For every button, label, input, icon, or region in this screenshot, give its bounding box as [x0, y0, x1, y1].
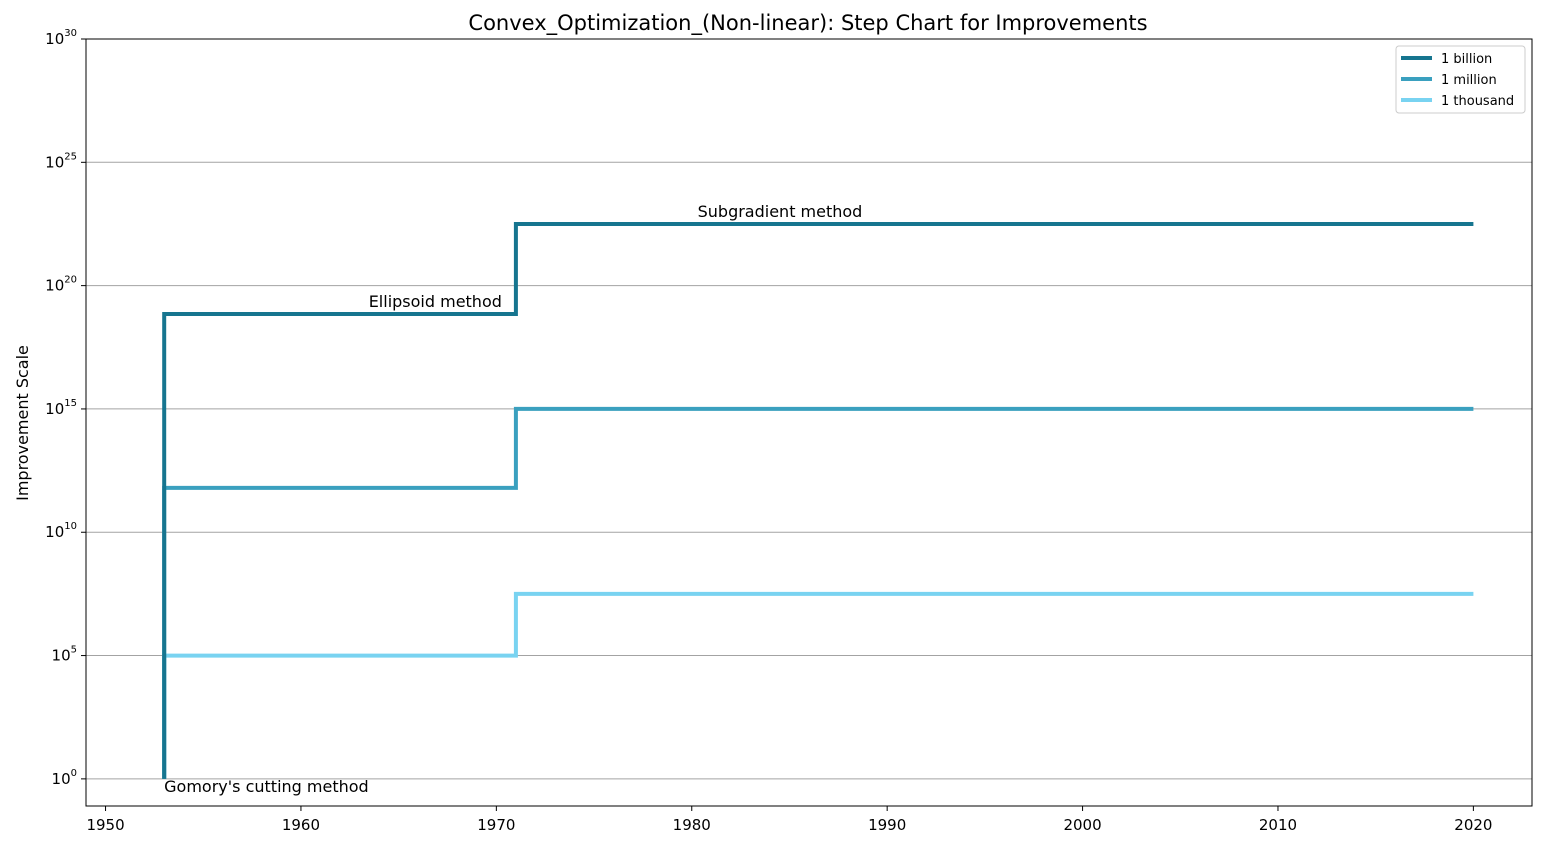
legend-label: 1 billion [1441, 52, 1492, 67]
y-tick-label: 105 [52, 645, 77, 665]
x-tick-label: 2020 [1454, 816, 1492, 834]
series-lines [162, 222, 1474, 779]
y-axis-label: Improvement Scale [13, 345, 32, 501]
chart-title: Convex_Optimization_(Non-linear): Step C… [468, 11, 1147, 36]
plot-area-frame [85, 38, 1533, 807]
x-tick-label: 2010 [1259, 816, 1297, 834]
y-tick-label: 1020 [45, 275, 77, 295]
y-tick-label: 100 [52, 768, 77, 788]
annotation-label: Gomory's cutting method [164, 777, 369, 796]
x-tick-label: 1950 [86, 816, 124, 834]
annotation-label: Subgradient method [698, 202, 863, 221]
annotation-label: Ellipsoid method [369, 292, 502, 311]
legend-label: 1 thousand [1441, 94, 1514, 109]
series-line-1-billion [162, 222, 1474, 779]
x-axis-ticks: 1950 1960 1970 1980 1990 2000 2010 2020 [86, 806, 1492, 834]
y-tick-label: 1010 [45, 521, 77, 541]
y-axis-ticks: 100 105 1010 1015 1020 1025 1030 [45, 28, 86, 788]
x-tick-label: 1960 [282, 816, 320, 834]
legend: 1 billion 1 million 1 thousand [1395, 45, 1526, 114]
x-tick-label: 1990 [868, 816, 906, 834]
y-tick-label: 1015 [45, 398, 77, 418]
legend-label: 1 million [1441, 73, 1497, 88]
legend-box [1395, 45, 1526, 114]
x-tick-label: 2000 [1063, 816, 1101, 834]
series-line-1-thousand [162, 591, 1474, 779]
y-tick-label: 1025 [45, 151, 77, 171]
annotations: Gomory's cutting method Ellipsoid method S… [164, 202, 862, 796]
x-tick-label: 1980 [673, 816, 711, 834]
x-tick-label: 1970 [477, 816, 515, 834]
y-tick-label: 1030 [45, 28, 77, 48]
